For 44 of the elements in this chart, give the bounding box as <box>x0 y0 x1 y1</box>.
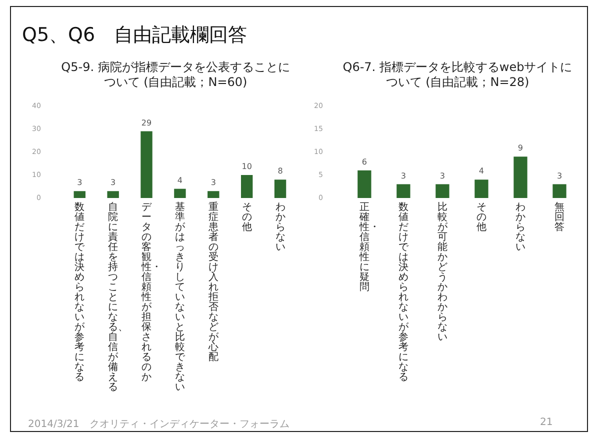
bar <box>396 184 410 198</box>
bar <box>358 170 372 198</box>
category-label: 数値だけでは決められないが参考になる <box>398 202 408 383</box>
bar <box>208 191 220 198</box>
data-label: 3 <box>210 178 216 188</box>
data-label: 9 <box>518 144 524 153</box>
category-label: 数値だけでは決められないが参考になる <box>74 202 85 383</box>
category-label: 重症患者の受け入れ拒否などが心配 <box>208 202 218 363</box>
x-tick-label: わからない <box>515 202 526 253</box>
text: 2014/3/21 クオリティ・インディケーター・フォーラム <box>28 418 290 431</box>
data-label: 8 <box>278 166 283 176</box>
bar <box>436 184 450 198</box>
text: 21 <box>540 417 553 428</box>
data-label: 3 <box>77 178 82 188</box>
data-label: 29 <box>141 118 152 128</box>
bar <box>514 156 528 198</box>
x-tick-label: その他 <box>476 202 486 233</box>
data-label: 3 <box>110 178 116 188</box>
category-label: 自院に責任を持つことになる、自信が備える <box>108 202 128 393</box>
data-label: 3 <box>400 171 406 180</box>
chart-title: Q5-9. 病院が指標データを公表することについて (自由記載；N=60) <box>60 60 291 90</box>
data-label: 3 <box>556 171 562 180</box>
bar <box>474 180 488 198</box>
data-label: 10 <box>242 162 252 172</box>
x-tick-label: その他 <box>242 202 252 233</box>
bar <box>107 191 119 198</box>
bar <box>274 180 286 198</box>
category-label: 正確性・信頼性に疑問 <box>359 202 380 293</box>
category-label: 比較が可能かどうかわからない <box>437 202 448 343</box>
x-tick-label: 無回答 <box>554 202 564 233</box>
bar <box>240 175 253 198</box>
chart-title: Q6-7. 指標データを比較するwebサイトについて (自由記載；N=28) <box>342 60 574 90</box>
category-label: データの客観性・信頼性が担保されるのか <box>142 202 162 383</box>
bar <box>140 131 152 198</box>
bar <box>174 188 186 198</box>
data-label: 3 <box>440 171 445 180</box>
text: Q5、Q6 自由記載欄回答 <box>22 23 248 48</box>
category-label: 基準がはっきりしていないと比較できない <box>174 202 185 393</box>
data-label: 4 <box>177 176 182 185</box>
bar <box>552 184 566 198</box>
x-tick-label: わからない <box>275 202 286 253</box>
bar <box>74 191 86 198</box>
data-label: 4 <box>478 166 484 176</box>
data-label: 6 <box>362 157 367 166</box>
